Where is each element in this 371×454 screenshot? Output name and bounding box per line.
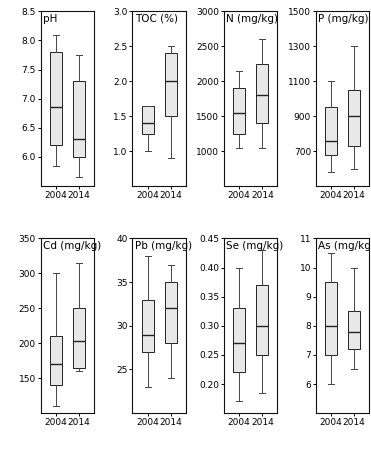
PathPatch shape [348,90,360,146]
Text: P (mg/kg): P (mg/kg) [318,14,368,24]
PathPatch shape [233,88,245,133]
Text: Pb (mg/kg): Pb (mg/kg) [135,241,192,251]
Text: Cd (mg/kg): Cd (mg/kg) [43,241,101,251]
PathPatch shape [165,53,177,116]
PathPatch shape [325,282,337,355]
PathPatch shape [50,52,62,145]
PathPatch shape [256,64,269,123]
Text: N (mg/kg): N (mg/kg) [226,14,278,24]
PathPatch shape [233,308,245,372]
Text: pH: pH [43,14,57,24]
Text: As (mg/kg): As (mg/kg) [318,241,371,251]
PathPatch shape [325,108,337,155]
Text: TOC (%): TOC (%) [135,14,178,24]
PathPatch shape [348,311,360,349]
PathPatch shape [50,336,62,385]
PathPatch shape [165,282,177,343]
PathPatch shape [141,106,154,133]
Text: Se (mg/kg): Se (mg/kg) [226,241,283,251]
PathPatch shape [73,81,85,157]
PathPatch shape [256,285,269,355]
PathPatch shape [73,308,85,368]
PathPatch shape [141,300,154,352]
